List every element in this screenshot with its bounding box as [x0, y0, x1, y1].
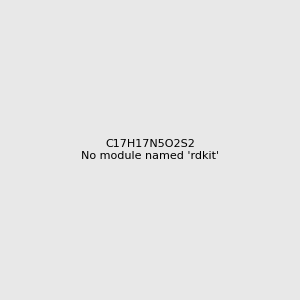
Text: C17H17N5O2S2
No module named 'rdkit': C17H17N5O2S2 No module named 'rdkit'	[81, 139, 219, 161]
